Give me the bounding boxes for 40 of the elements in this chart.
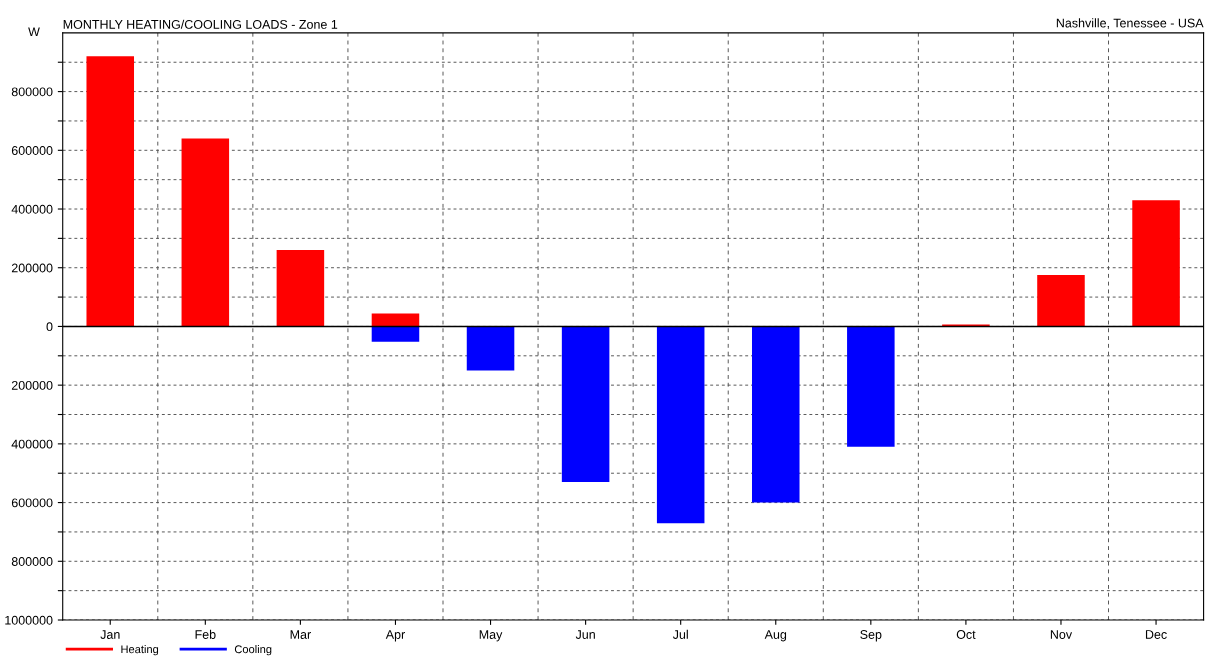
x-tick-label: Oct (956, 630, 976, 639)
bar (847, 326, 895, 447)
y-tick-label: 1000000 (5, 615, 53, 625)
x-tick-label: Jun (575, 630, 595, 639)
text: Nashville, Tenessee - USA (1056, 18, 1204, 29)
y-axis-title: W (28, 27, 40, 37)
x-tick-label: Mar (290, 630, 311, 639)
x-tick-label: Jan (100, 630, 120, 639)
y-tick-label: 600000 (11, 498, 53, 508)
x-tick-label: Aug (764, 630, 787, 642)
y-tick-label: 400000 (11, 204, 53, 214)
x-tick-label: Jul (672, 629, 688, 639)
bar (371, 313, 420, 327)
x-tick-label: Dec (1145, 630, 1167, 639)
x-tick-label: Apr (385, 630, 405, 642)
bar (942, 324, 990, 327)
y-tick-label: 800000 (11, 87, 53, 97)
bar (86, 56, 135, 327)
bar (276, 250, 325, 327)
x-tick-label: Nov (1050, 630, 1073, 639)
bar (181, 138, 230, 327)
bar (561, 326, 610, 483)
bar (371, 326, 420, 342)
y-tick-label: 200000 (11, 380, 53, 390)
legend-label: Heating (121, 645, 159, 656)
y-tick-label: 200000 (11, 263, 53, 273)
y-tick-label: 0 (46, 322, 53, 332)
bar (466, 326, 515, 371)
bar (751, 326, 800, 503)
legend-label: Cooling (234, 645, 272, 656)
y-tick-label: 400000 (11, 439, 53, 449)
x-tick-label: Sep (860, 630, 882, 642)
bar (656, 326, 705, 524)
x-tick-label: May (479, 630, 503, 642)
bar (1037, 275, 1085, 327)
y-tick-label: 600000 (11, 146, 53, 155)
bar (1132, 200, 1180, 327)
x-tick-label: Feb (195, 629, 216, 639)
y-tick-label: 800000 (11, 557, 53, 566)
chart-title: MONTHLY HEATING/COOLING LOADS - Zone 1 (63, 19, 338, 29)
